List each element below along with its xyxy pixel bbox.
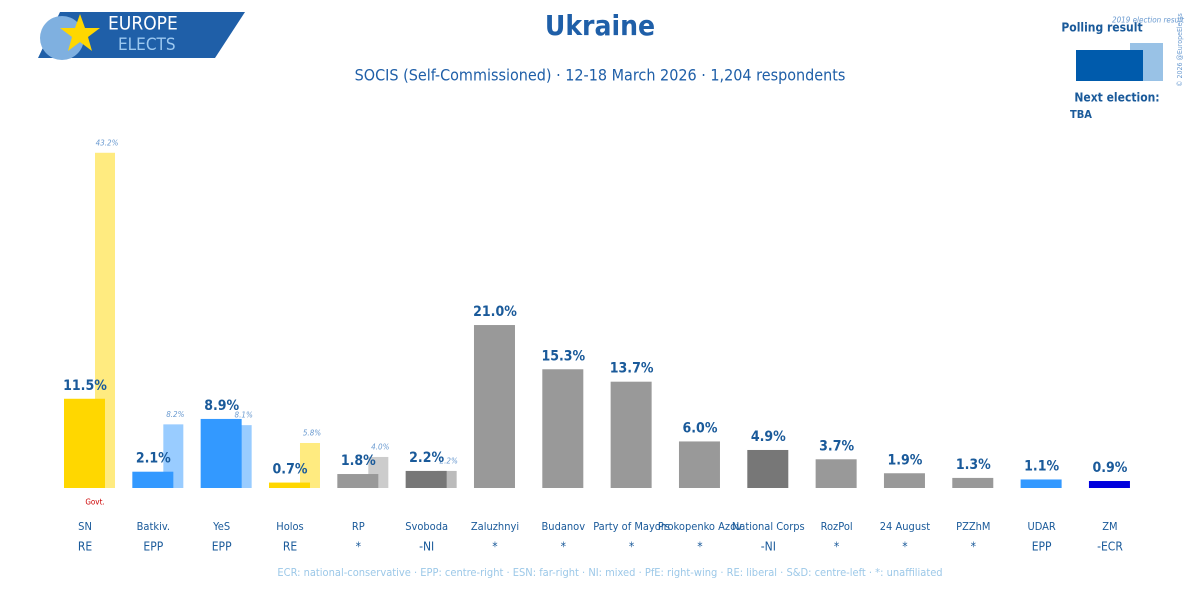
- copyright: © 2026 @EuropeElects: [1176, 13, 1184, 87]
- bar: [610, 381, 652, 488]
- group-label: *: [492, 540, 498, 554]
- previous-label: 8.1%: [235, 411, 253, 420]
- value-label: 21.0%: [473, 304, 517, 320]
- category-label: 24 August: [880, 520, 930, 533]
- value-label: 3.7%: [819, 438, 854, 454]
- group-label: -ECR: [1097, 540, 1123, 554]
- logo-text: ELECTS: [118, 35, 176, 55]
- value-label: 1.9%: [887, 452, 922, 468]
- logo-text: EUROPE: [108, 13, 178, 35]
- logo: EUROPE ELECTS: [38, 12, 245, 60]
- category-label: ZM: [1102, 520, 1117, 533]
- category-label: SN: [78, 520, 92, 533]
- category-label: Holos: [276, 520, 303, 533]
- value-label: 1.8%: [341, 453, 376, 469]
- previous-bar: [299, 442, 320, 488]
- category-label: Prokopenko Azov: [658, 520, 742, 533]
- legend-swatch: [1076, 50, 1143, 81]
- group-label: *: [356, 540, 362, 554]
- bar: [542, 369, 584, 488]
- group-label: -NI: [761, 540, 776, 554]
- logo-star: [60, 14, 100, 51]
- category-label: RP: [352, 520, 365, 533]
- group-label: EPP: [143, 540, 163, 554]
- bar: [1020, 479, 1062, 488]
- bar: [678, 441, 720, 488]
- value-label: 4.9%: [751, 429, 786, 445]
- logo-circle: [40, 16, 84, 60]
- bar: [1088, 481, 1130, 488]
- previous-label: 5.8%: [303, 428, 321, 437]
- legend: Polling result 2019 election result Next…: [1061, 13, 1185, 121]
- group-label: *: [902, 540, 908, 554]
- group-label: RE: [78, 540, 93, 554]
- group-label: *: [834, 540, 840, 554]
- group-label: *: [697, 540, 703, 554]
- category-label: Batkiv.: [137, 520, 170, 533]
- bar: [132, 471, 174, 488]
- chart-title: Ukraine: [545, 9, 655, 42]
- footer-legend: ECR: national-conservative · EPP: centre…: [277, 566, 942, 579]
- previous-label: 2.2%: [440, 456, 458, 465]
- annotation: Govt.: [85, 498, 104, 507]
- value-label: 2.2%: [409, 450, 444, 466]
- bar: [473, 325, 515, 488]
- value-label: 11.5%: [63, 378, 107, 394]
- bar: [337, 474, 379, 488]
- value-label: 6.0%: [683, 420, 718, 436]
- group-label: *: [971, 540, 977, 554]
- bar: [268, 482, 310, 488]
- previous-label: 43.2%: [96, 138, 119, 147]
- value-label: 15.3%: [541, 348, 585, 364]
- group-label: *: [629, 540, 635, 554]
- bar: [815, 459, 857, 488]
- bar: [883, 473, 925, 488]
- category-label: Zaluzhnyi: [471, 520, 519, 533]
- category-label: Party of Mayors: [593, 520, 670, 533]
- value-label: 1.3%: [956, 457, 991, 473]
- category-label: National Corps: [732, 520, 805, 533]
- bar: [952, 477, 994, 488]
- group-label: EPP: [1032, 540, 1052, 554]
- chart-subtitle: SOCIS (Self-Commissioned) · 12-18 March …: [355, 66, 846, 85]
- group-label: RE: [283, 540, 298, 554]
- category-label: Budanov: [542, 520, 586, 533]
- next-election-value: TBA: [1070, 108, 1092, 121]
- category-label: RozPol: [821, 520, 853, 533]
- bar: [405, 470, 447, 488]
- category-label: PZZhM: [956, 520, 990, 533]
- value-label: 0.9%: [1092, 460, 1127, 476]
- bar: [747, 449, 789, 488]
- previous-label: 4.0%: [371, 442, 389, 451]
- value-label: 13.7%: [610, 361, 654, 377]
- next-election-label: Next election:: [1074, 91, 1159, 105]
- value-label: 0.7%: [273, 462, 308, 478]
- group-label: EPP: [212, 540, 232, 554]
- previous-label: 8.2%: [166, 410, 184, 419]
- category-label: UDAR: [1027, 520, 1055, 533]
- bar: [64, 398, 105, 488]
- value-label: 8.9%: [204, 398, 239, 414]
- value-label: 2.1%: [136, 451, 171, 467]
- group-label: *: [561, 540, 567, 554]
- category-label: Svoboda: [405, 520, 448, 533]
- legend-entry: 2019 election result: [1112, 16, 1185, 25]
- group-label: -NI: [419, 540, 434, 554]
- legend-entry: Polling result: [1061, 21, 1142, 35]
- value-label: 1.1%: [1024, 458, 1059, 474]
- category-label: YeS: [212, 520, 230, 533]
- bar: [200, 418, 242, 488]
